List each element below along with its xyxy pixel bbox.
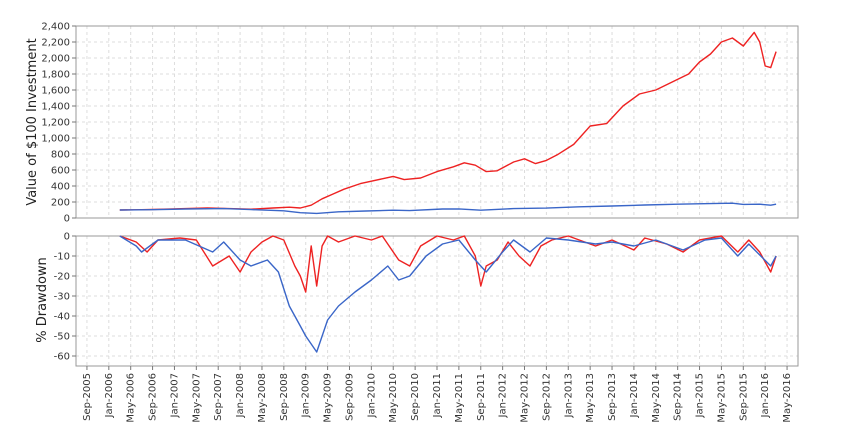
value-panel-series	[119, 31, 777, 215]
drawdown-y-tick-label: -40	[54, 312, 70, 323]
x-tick-label: Sep-2010	[410, 373, 421, 421]
x-tick-label: May-2015	[716, 373, 727, 423]
x-tick-label: Jan-2009	[301, 373, 312, 418]
value-strategy-line	[119, 31, 777, 211]
x-tick-label: May-2012	[520, 373, 531, 423]
drawdown-panel-series	[119, 235, 777, 353]
x-tick-label: Jan-2008	[235, 373, 246, 418]
x-tick-label: Jan-2013	[563, 373, 574, 418]
drawdown-axis-title: % Drawdown	[35, 257, 50, 343]
value-y-tick-label: 1,800	[41, 70, 70, 81]
x-tick-label: Jan-2016	[760, 373, 771, 418]
x-tick-label: May-2016	[782, 373, 793, 423]
x-tick-label: Jan-2006	[104, 373, 115, 418]
value-y-tick-label: 2,000	[41, 54, 70, 65]
value-axis-title: Value of $100 Investment	[25, 38, 40, 205]
x-tick-label: Sep-2011	[476, 373, 487, 421]
x-tick-label: Sep-2014	[673, 373, 684, 421]
x-tick-label: May-2014	[651, 373, 662, 423]
value-benchmark-line	[119, 202, 777, 215]
x-tick-label: Jan-2015	[695, 373, 706, 418]
drawdown-panel-y-ticks: 0 -10 -20 -30 -40 -50 -60	[54, 232, 76, 363]
value-y-tick-label: 1,200	[41, 118, 70, 129]
value-y-tick-label: 2,200	[41, 38, 70, 49]
x-tick-label: May-2008	[257, 373, 268, 423]
x-tick-label: Sep-2013	[607, 373, 618, 421]
x-tick-label: Sep-2006	[148, 373, 159, 421]
drawdown-strategy-line	[119, 235, 777, 293]
drawdown-y-tick-label: 0	[64, 232, 70, 243]
drawdown-y-tick-label: -60	[54, 352, 70, 363]
x-tick-label: Sep-2015	[738, 373, 749, 421]
value-y-tick-label: 600	[51, 166, 70, 177]
x-tick-label: May-2007	[191, 373, 202, 423]
value-y-tick-label: 1,600	[41, 86, 70, 97]
drawdown-panel-grid	[76, 235, 798, 366]
drawdown-y-tick-label: -20	[54, 272, 70, 283]
drawdown-y-tick-label: -10	[54, 252, 70, 263]
value-panel-y-ticks: 0 200 400 600 800 1,000 1,200 1,400 1,600 1,800 2,…	[41, 22, 76, 225]
drawdown-y-tick-label: -30	[54, 292, 70, 303]
x-axis-ticks: Sep-2005 Jan-2006 May-2006 Sep-2006 Jan-2007…	[82, 366, 793, 423]
x-tick-label: May-2011	[454, 373, 465, 423]
value-panel-grid	[76, 25, 798, 219]
drawdown-benchmark-line	[119, 235, 777, 353]
x-tick-label: May-2006	[126, 373, 137, 423]
x-tick-label: May-2009	[323, 373, 334, 423]
x-tick-label: Jan-2007	[169, 373, 180, 418]
drawdown-y-tick-label: -50	[54, 332, 70, 343]
value-y-tick-label: 800	[51, 150, 70, 161]
value-y-tick-label: 400	[51, 182, 70, 193]
value-y-tick-label: 200	[51, 198, 70, 209]
x-tick-label: May-2010	[388, 373, 399, 423]
x-tick-label: Jan-2010	[366, 373, 377, 418]
x-tick-label: Sep-2005	[82, 373, 93, 421]
x-tick-label: Jan-2014	[629, 373, 640, 418]
x-tick-label: Sep-2009	[344, 373, 355, 421]
x-tick-label: Jan-2011	[432, 373, 443, 418]
x-tick-label: Jan-2012	[498, 373, 509, 418]
x-tick-label: Sep-2008	[279, 373, 290, 421]
x-tick-label: May-2013	[585, 373, 596, 423]
x-tick-label: Sep-2012	[541, 373, 552, 421]
value-y-tick-label: 1,400	[41, 102, 70, 113]
x-tick-label: Sep-2007	[213, 373, 224, 421]
value-y-tick-label: 0	[64, 214, 70, 225]
value-y-tick-label: 1,000	[41, 134, 70, 145]
value-y-tick-label: 2,400	[41, 22, 70, 33]
